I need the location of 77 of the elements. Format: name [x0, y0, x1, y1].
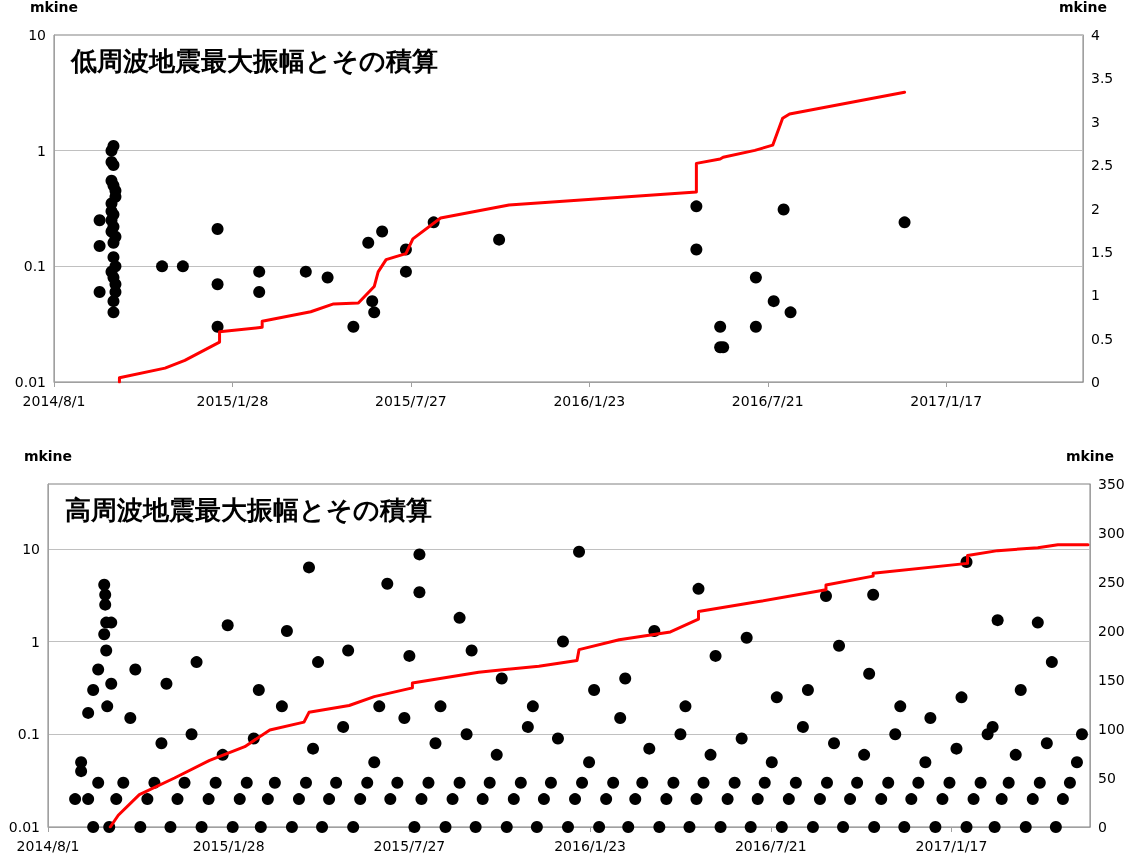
y-tick-label: 0.01 [8, 819, 40, 835]
point [690, 200, 703, 213]
x-tick-label: 2016/1/23 [553, 393, 626, 409]
y-tick-label: 1 [37, 142, 46, 159]
point [714, 320, 727, 333]
point [368, 306, 381, 319]
y2-axis-title: mkine [1058, 0, 1108, 15]
x-tick-label: 2015/1/28 [196, 393, 269, 409]
point [253, 265, 266, 278]
y-tick-label: 0.1 [23, 258, 46, 275]
y2-tick-label: 0.5 [1091, 330, 1114, 347]
point [176, 260, 189, 273]
point [784, 306, 797, 319]
point [107, 159, 120, 172]
point [107, 139, 120, 152]
y2-tick-label: 3.5 [1091, 70, 1114, 87]
point [299, 265, 312, 278]
y2-tick-label: 1.5 [1091, 243, 1114, 260]
y2-tick-label: 2.5 [1091, 157, 1114, 174]
y2-tick-label: 0 [1098, 819, 1107, 835]
y-axis-title: mkine [23, 448, 73, 464]
point [376, 225, 389, 238]
y2-tick-label: 4 [1091, 27, 1100, 43]
x-tick-label: 2017/1/17 [915, 838, 988, 854]
point [347, 320, 360, 333]
y-tick-label: 0.1 [17, 726, 40, 743]
point [211, 223, 224, 236]
point [362, 236, 375, 249]
x-tick-label: 2016/7/21 [731, 393, 804, 409]
y2-tick-label: 300 [1098, 525, 1125, 541]
x-tick-label: 2014/8/1 [16, 838, 80, 854]
chart-title: 高周波地震最大振幅とその積算 [65, 495, 432, 525]
point [321, 271, 334, 284]
point [109, 260, 122, 273]
y-tick-label: 10 [22, 540, 40, 557]
point [493, 233, 506, 246]
point [399, 265, 412, 278]
y2-tick-label: 250 [1098, 574, 1125, 590]
point [749, 320, 762, 333]
point [107, 306, 120, 319]
point [93, 239, 106, 252]
point [211, 320, 224, 333]
y-axis-title: mkine [29, 0, 79, 15]
point [93, 214, 106, 227]
point [253, 286, 266, 298]
x-tick-label: 2014/8/1 [22, 393, 86, 409]
y2-axis-title: mkine [1065, 448, 1115, 464]
point [366, 295, 379, 308]
y2-tick-label: 350 [1098, 476, 1125, 492]
point [777, 203, 790, 216]
y-tick-label: 0.01 [14, 374, 46, 390]
point [109, 230, 122, 243]
x-tick-label: 2015/1/28 [192, 838, 265, 854]
point [898, 216, 911, 229]
x-tick-label: 2015/7/27 [374, 393, 447, 409]
y2-tick-label: 50 [1098, 770, 1116, 786]
point [767, 295, 780, 308]
x-tick-label: 2015/7/27 [373, 838, 446, 854]
point [156, 260, 169, 273]
y2-tick-label: 200 [1098, 623, 1125, 639]
point [93, 286, 106, 298]
point [749, 271, 762, 284]
y2-tick-label: 0 [1091, 374, 1100, 390]
y-tick-label: 1 [31, 633, 40, 650]
y2-tick-label: 2 [1091, 200, 1100, 217]
x-tick-label: 2017/1/17 [910, 393, 983, 409]
y2-tick-label: 3 [1091, 113, 1100, 130]
line-series [117, 90, 907, 384]
y2-tick-label: 150 [1098, 672, 1125, 688]
y2-tick-label: 100 [1098, 721, 1125, 737]
chart-title: 低周波地震最大振幅とその積算 [70, 46, 438, 76]
y-tick-label: 10 [28, 27, 46, 43]
point [690, 243, 703, 256]
x-tick-label: 2016/7/21 [734, 838, 807, 854]
point [211, 278, 224, 291]
y2-tick-label: 1 [1091, 287, 1100, 304]
x-tick-label: 2016/1/23 [554, 838, 626, 854]
